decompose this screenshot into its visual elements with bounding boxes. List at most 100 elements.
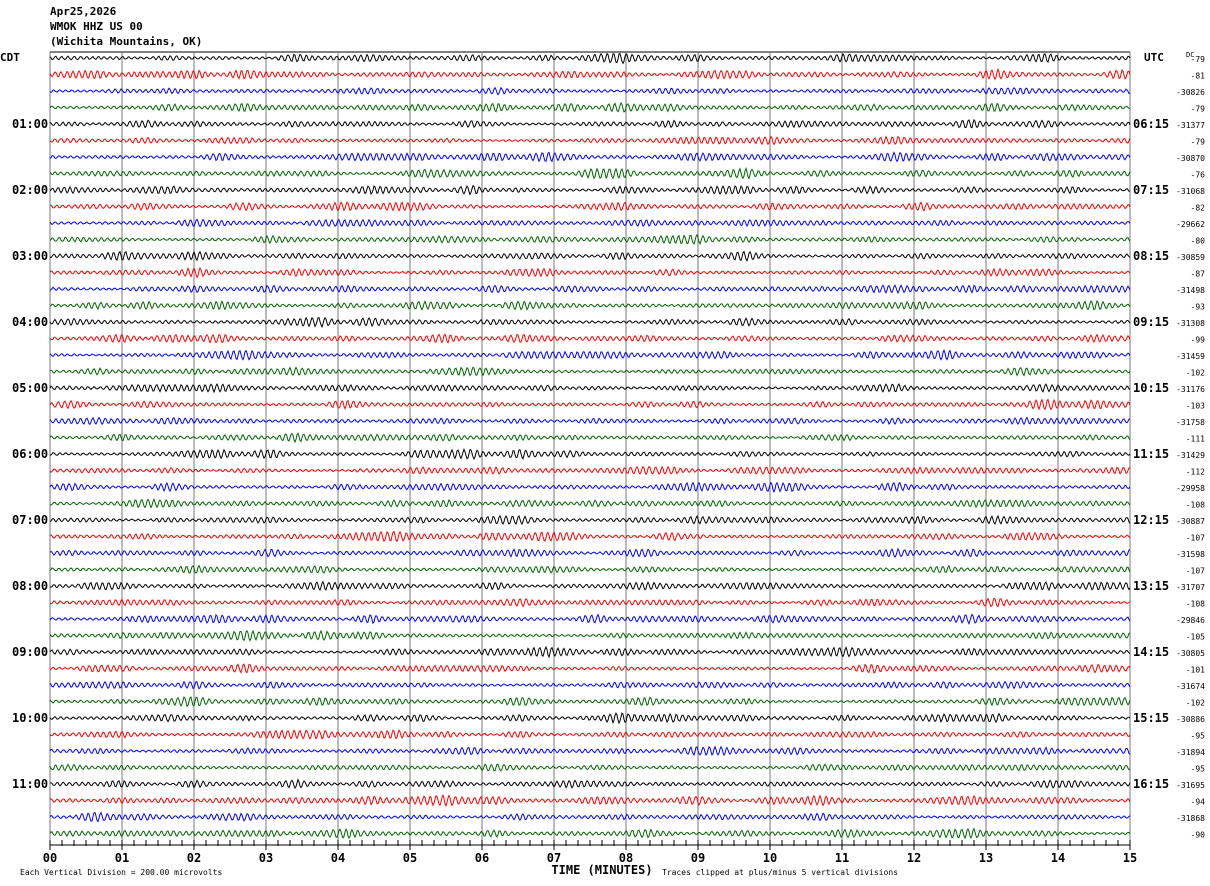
right-hour-label: 07:15 — [1133, 183, 1169, 197]
dc-offset-label: -90 — [1191, 831, 1206, 840]
dc-offset-label: -107 — [1186, 534, 1205, 543]
left-timezone-label: CDT — [0, 51, 20, 64]
trace-row-22 — [49, 416, 1131, 426]
dc-offset-label: -105 — [1186, 633, 1205, 642]
trace-row-24 — [49, 447, 1131, 461]
trace-row-21 — [49, 398, 1131, 411]
dc-offset-label: -31894 — [1176, 748, 1205, 757]
right-timezone-label: UTC — [1144, 51, 1164, 64]
trace-row-45 — [49, 793, 1131, 808]
trace-row-37 — [49, 663, 1131, 674]
trace-row-0 — [49, 52, 1131, 65]
dc-offset-label: -82 — [1191, 204, 1206, 213]
trace-row-25 — [49, 465, 1131, 476]
x-tick-label: 11 — [835, 851, 849, 865]
trace-row-20 — [49, 383, 1131, 394]
dc-offset-label: -31598 — [1176, 550, 1205, 559]
left-hour-label: 05:00 — [12, 381, 48, 395]
right-hour-label: 16:15 — [1133, 777, 1169, 791]
x-tick-label: 14 — [1051, 851, 1065, 865]
dc-offset-label: -107 — [1186, 567, 1205, 576]
left-hour-label: 07:00 — [12, 513, 48, 527]
trace-row-18 — [49, 348, 1131, 361]
station-label: WMOK HHZ US 00 — [50, 20, 143, 33]
left-hour-label: 09:00 — [12, 645, 48, 659]
trace-row-41 — [49, 729, 1131, 741]
left-hour-label: 08:00 — [12, 579, 48, 593]
dc-offset-label: -108 — [1186, 501, 1205, 510]
right-hour-label: 15:15 — [1133, 711, 1169, 725]
dc-offset-label: -87 — [1191, 270, 1206, 279]
trace-row-47 — [49, 827, 1131, 840]
trace-row-15 — [49, 300, 1131, 311]
trace-row-11 — [49, 233, 1131, 246]
dc-offset-label: -31176 — [1176, 385, 1205, 394]
date-label: Apr25,2026 — [50, 5, 117, 18]
dc-offset-label: -79 — [1191, 55, 1206, 64]
trace-row-6 — [49, 151, 1131, 163]
dc-offset-label: -31429 — [1176, 451, 1205, 460]
dc-offset-label: -31377 — [1176, 121, 1205, 130]
trace-row-40 — [49, 712, 1131, 725]
x-axis-title: TIME (MINUTES) — [551, 863, 652, 877]
trace-row-5 — [49, 135, 1131, 146]
right-hour-label: 10:15 — [1133, 381, 1169, 395]
dc-offset-label: -31308 — [1176, 319, 1205, 328]
dc-offset-label: -30859 — [1176, 253, 1205, 262]
x-tick-label: 09 — [691, 851, 705, 865]
x-tick-label: 04 — [331, 851, 345, 865]
dc-offset-label: -30826 — [1176, 88, 1205, 97]
trace-row-43 — [49, 763, 1131, 772]
trace-row-29 — [49, 530, 1131, 543]
dc-offset-label: -95 — [1191, 765, 1206, 774]
dc-offset-label: -108 — [1186, 600, 1205, 609]
trace-row-2 — [49, 86, 1131, 96]
x-tick-label: 01 — [115, 851, 129, 865]
x-tick-label: 07 — [547, 851, 561, 865]
trace-row-31 — [49, 564, 1131, 574]
dc-offset-label: -94 — [1191, 798, 1206, 807]
dc-offset-label: -81 — [1191, 72, 1206, 81]
dc-offset-label: -30805 — [1176, 649, 1205, 658]
trace-row-13 — [49, 266, 1131, 279]
trace-row-32 — [49, 580, 1131, 592]
right-hour-label: 09:15 — [1133, 315, 1169, 329]
dc-offset-label: -31758 — [1176, 418, 1205, 427]
dc-offset-label: -111 — [1186, 435, 1205, 444]
left-hour-label: 02:00 — [12, 183, 48, 197]
scale-note: Each Vertical Division = 200.00 microvol… — [20, 868, 222, 877]
dc-offset-label: -102 — [1186, 699, 1205, 708]
dc-offset-label: -95 — [1191, 732, 1206, 741]
trace-row-46 — [49, 811, 1131, 823]
trace-row-38 — [49, 680, 1131, 690]
left-hour-label: 04:00 — [12, 315, 48, 329]
trace-row-42 — [49, 745, 1131, 757]
trace-row-10 — [49, 218, 1131, 228]
dc-offset-label: -112 — [1186, 468, 1205, 477]
x-tick-label: 13 — [979, 851, 993, 865]
right-hour-label: 14:15 — [1133, 645, 1169, 659]
trace-row-19 — [49, 366, 1131, 377]
trace-row-23 — [49, 432, 1131, 444]
dc-offset-label: -31868 — [1176, 814, 1205, 823]
trace-row-3 — [49, 101, 1131, 113]
x-tick-label: 06 — [475, 851, 489, 865]
trace-row-44 — [49, 778, 1131, 789]
trace-row-36 — [49, 645, 1131, 659]
right-hour-label: 12:15 — [1133, 513, 1169, 527]
left-hour-label: 11:00 — [12, 777, 48, 791]
trace-row-1 — [49, 67, 1131, 81]
trace-row-16 — [49, 316, 1131, 329]
trace-row-27 — [49, 498, 1131, 509]
dc-offset-label: -29662 — [1176, 220, 1205, 229]
right-hour-label: 13:15 — [1133, 579, 1169, 593]
dc-offset-label: -31459 — [1176, 352, 1205, 361]
dc-offset-label: -31695 — [1176, 781, 1205, 790]
trace-row-34 — [49, 613, 1131, 625]
right-hour-label: 06:15 — [1133, 117, 1169, 131]
dc-label: DC — [1186, 51, 1194, 59]
trace-row-14 — [49, 284, 1131, 294]
trace-row-39 — [49, 696, 1131, 707]
x-tick-label: 08 — [619, 851, 633, 865]
